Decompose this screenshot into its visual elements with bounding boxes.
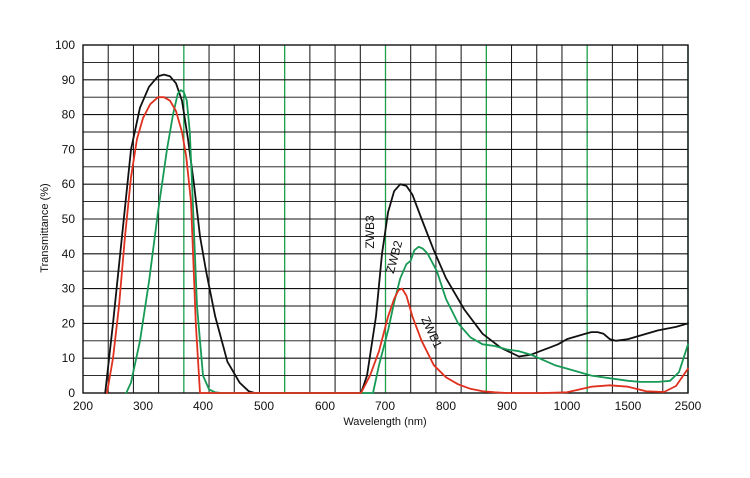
- x-tick-label: 500: [254, 399, 274, 413]
- x-tick-label: 200: [73, 399, 93, 413]
- x-tick-label: 400: [193, 399, 213, 413]
- x-tick-label: 300: [133, 399, 153, 413]
- x-tick-label: 700: [375, 399, 395, 413]
- y-tick-label: 0: [68, 386, 75, 400]
- y-tick-label: 80: [62, 108, 76, 122]
- x-axis-title: Wavelength (nm): [343, 416, 426, 428]
- plot-border: [82, 44, 689, 394]
- y-tick-label: 40: [62, 247, 76, 261]
- series-line-zwb3: [104, 73, 689, 394]
- series-labels: ZWB3 ZWB2 ZWB1: [363, 215, 445, 351]
- y-tick-label: 50: [62, 212, 76, 226]
- x-tick-label: 1000: [554, 399, 581, 413]
- series-lines: [104, 73, 689, 394]
- y-tick-label: 70: [62, 142, 76, 156]
- x-tick-label: 1500: [615, 399, 642, 413]
- series-line-zwb1: [106, 96, 689, 394]
- x-tick-label: 900: [497, 399, 517, 413]
- axes: 0 10 20 30 40 50 60 70 80 90 100 200 300 400 500 600 700…: [55, 38, 702, 413]
- series-label-zwb1: ZWB1: [418, 314, 445, 350]
- x-tick-label: 800: [436, 399, 456, 413]
- y-tick-label: 20: [62, 316, 76, 330]
- y-tick-label: 90: [62, 73, 76, 87]
- y-tick-label: 100: [55, 38, 75, 52]
- y-tick-label: 10: [62, 351, 76, 365]
- x-tick-label: 2500: [675, 399, 702, 413]
- series-line-zwb2: [125, 89, 689, 394]
- series-label-zwb2: ZWB2: [383, 239, 405, 275]
- y-tick-label: 30: [62, 282, 76, 296]
- x-tick-label: 600: [315, 399, 335, 413]
- series-label-zwb3: ZWB3: [363, 215, 377, 249]
- y-axis-title: Transmittance (%): [39, 183, 51, 272]
- y-tick-label: 60: [62, 177, 76, 191]
